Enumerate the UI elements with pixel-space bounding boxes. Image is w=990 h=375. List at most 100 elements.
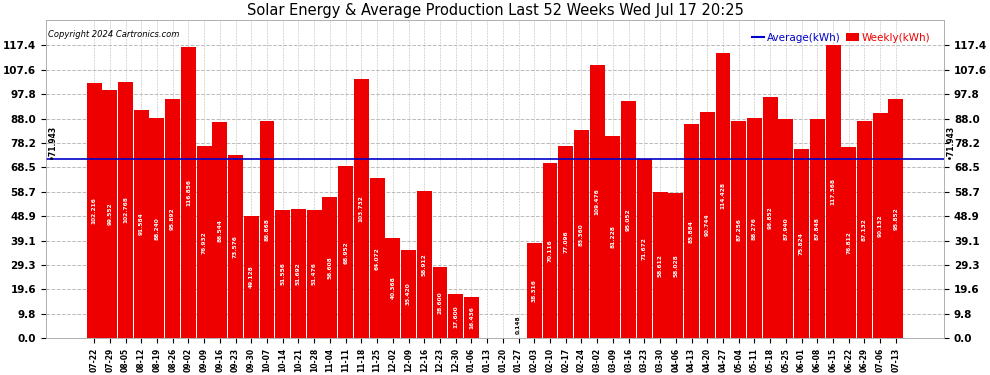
Bar (637, 159, 651, 338)
Bar (558, 146, 573, 338)
Text: 85.884: 85.884 (689, 220, 694, 243)
Text: 70.116: 70.116 (547, 239, 552, 262)
Text: 51.476: 51.476 (312, 262, 317, 285)
Title: Solar Energy & Average Production Last 52 Weeks Wed Jul 17 20:25: Solar Energy & Average Production Last 5… (247, 3, 743, 18)
Text: 95.892: 95.892 (170, 207, 175, 230)
Bar (259, 122, 274, 338)
Bar (385, 237, 400, 338)
Text: 95.852: 95.852 (893, 207, 899, 230)
Bar (652, 192, 667, 338)
Text: 91.584: 91.584 (139, 213, 144, 236)
Text: 86.868: 86.868 (264, 218, 269, 241)
Text: 77.096: 77.096 (563, 231, 568, 254)
Text: 17.600: 17.600 (453, 305, 458, 328)
Text: 51.692: 51.692 (296, 262, 301, 285)
Text: 90.744: 90.744 (705, 214, 710, 236)
Text: 88.240: 88.240 (154, 217, 159, 240)
Text: 76.812: 76.812 (846, 231, 851, 254)
Bar (323, 197, 338, 338)
Text: 103.732: 103.732 (358, 195, 364, 222)
Bar (448, 294, 463, 338)
Bar (464, 297, 479, 338)
Bar (149, 118, 164, 338)
Text: 116.856: 116.856 (186, 179, 191, 206)
Bar (810, 119, 825, 338)
Bar (826, 45, 841, 338)
Bar (291, 209, 306, 338)
Text: Copyright 2024 Cartronics.com: Copyright 2024 Cartronics.com (48, 30, 179, 39)
Text: 88.276: 88.276 (752, 217, 757, 240)
Bar (590, 65, 605, 338)
Bar (888, 99, 904, 338)
Text: 76.932: 76.932 (202, 231, 207, 254)
Text: 117.368: 117.368 (831, 178, 836, 205)
Bar (307, 210, 322, 338)
Text: 16.436: 16.436 (469, 306, 474, 329)
Text: 81.228: 81.228 (611, 225, 616, 248)
Text: 38.316: 38.316 (532, 279, 537, 302)
Bar (197, 146, 212, 338)
Bar (574, 130, 589, 338)
Bar (527, 243, 542, 338)
Text: 71.672: 71.672 (642, 237, 646, 260)
Bar (244, 216, 258, 338)
Bar (433, 267, 447, 338)
Bar (684, 124, 699, 338)
Text: 86.544: 86.544 (218, 219, 223, 242)
Text: •71.943: •71.943 (946, 124, 955, 159)
Text: 87.848: 87.848 (815, 217, 820, 240)
Bar (275, 210, 290, 338)
Text: 75.824: 75.824 (799, 232, 804, 255)
Bar (732, 120, 746, 338)
Bar (102, 90, 117, 338)
Bar (134, 110, 148, 338)
Bar (606, 135, 621, 338)
Bar (417, 191, 432, 338)
Bar (339, 166, 353, 338)
Bar (165, 99, 180, 338)
Bar (353, 80, 369, 338)
Bar (700, 112, 715, 338)
Bar (621, 101, 637, 338)
Text: 49.128: 49.128 (248, 266, 253, 288)
Text: 95.052: 95.052 (626, 209, 632, 231)
Text: 96.852: 96.852 (767, 206, 772, 229)
Text: 83.360: 83.360 (579, 223, 584, 246)
Text: 51.556: 51.556 (280, 262, 285, 285)
Text: 102.768: 102.768 (123, 196, 128, 223)
Text: 56.608: 56.608 (328, 256, 333, 279)
Text: •71.943: •71.943 (48, 124, 56, 159)
Bar (118, 82, 133, 338)
Bar (543, 163, 557, 338)
Text: 68.952: 68.952 (344, 241, 348, 264)
Legend: Average(kWh), Weekly(kWh): Average(kWh), Weekly(kWh) (747, 29, 935, 47)
Bar (842, 147, 856, 338)
Bar (794, 149, 809, 338)
Bar (762, 97, 777, 338)
Bar (86, 83, 102, 338)
Bar (228, 154, 243, 338)
Text: 87.256: 87.256 (737, 218, 742, 241)
Bar (716, 53, 731, 338)
Text: 114.428: 114.428 (721, 182, 726, 209)
Text: 40.368: 40.368 (390, 276, 395, 299)
Text: 64.072: 64.072 (374, 247, 379, 270)
Bar (778, 119, 793, 338)
Bar (747, 118, 762, 338)
Text: 0.148: 0.148 (516, 315, 521, 334)
Text: 109.476: 109.476 (595, 188, 600, 215)
Bar (213, 122, 228, 338)
Text: 102.216: 102.216 (91, 197, 97, 224)
Text: 87.132: 87.132 (862, 218, 867, 241)
Bar (873, 113, 888, 338)
Text: 99.552: 99.552 (107, 203, 112, 225)
Bar (401, 250, 416, 338)
Bar (181, 46, 196, 338)
Text: 28.600: 28.600 (438, 291, 443, 314)
Text: 73.576: 73.576 (233, 235, 238, 258)
Bar (668, 194, 683, 338)
Text: 35.420: 35.420 (406, 283, 411, 305)
Text: 58.028: 58.028 (673, 255, 678, 277)
Text: 58.912: 58.912 (422, 254, 427, 276)
Bar (369, 178, 384, 338)
